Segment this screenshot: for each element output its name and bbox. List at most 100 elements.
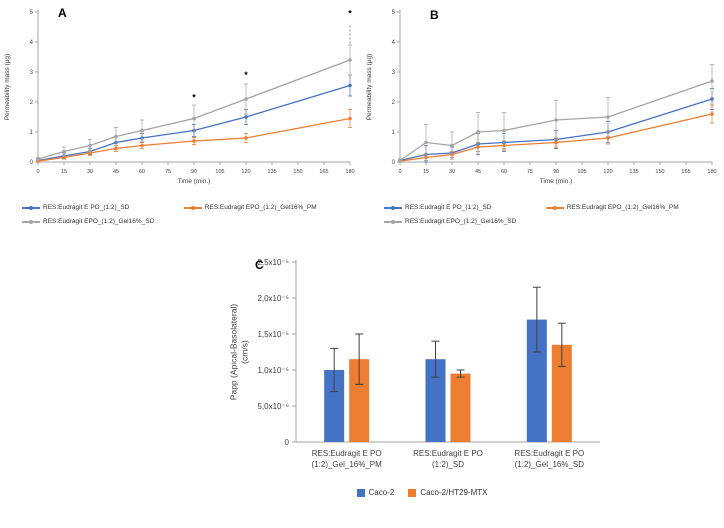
svg-text:0: 0 (392, 160, 396, 166)
svg-text:1,0x10⁻⁵: 1,0x10⁻⁵ (257, 366, 289, 375)
svg-text:0: 0 (398, 169, 401, 175)
significance-asterisk: * (244, 70, 248, 80)
svg-text:120: 120 (241, 169, 250, 175)
legend-label: RES:Eudragit E PO_(1:2)_SD (405, 204, 492, 211)
svg-text:135: 135 (267, 169, 276, 175)
category-label: (1:2)_SD (432, 460, 464, 469)
series-line-2 (37, 59, 351, 160)
legend-line-marker (22, 219, 40, 224)
legend-label: Caco-2/HT29-MTX (420, 488, 488, 497)
svg-text:180: 180 (345, 169, 354, 175)
legend-line-marker (183, 205, 202, 210)
legend-label: RES:Eudragit EPO_(1:2)_Gel16%_SD (43, 218, 155, 225)
category-label: RES:Eudragit E PO (312, 449, 382, 458)
svg-text:135: 135 (629, 169, 638, 175)
svg-text:75: 75 (527, 169, 533, 175)
svg-text:4: 4 (30, 40, 34, 46)
svg-text:5: 5 (30, 10, 34, 16)
svg-text:1: 1 (30, 130, 34, 136)
legend-swatch (408, 488, 417, 497)
svg-text:0: 0 (36, 169, 39, 175)
svg-text:150: 150 (655, 169, 664, 175)
legend-a: RES:Eudragit E PO_(1:2)_SD RES:Eudragit E… (0, 204, 352, 225)
svg-text:2,5x10⁻⁵: 2,5x10⁻⁵ (257, 258, 289, 267)
bar-chart-c: 0 5,0x10⁻⁶ 1,0x10⁻⁵ 1,5x10⁻⁵ 2,0x10⁻⁵ 2,5x10⁻… (229, 258, 600, 469)
bar (526, 319, 547, 442)
svg-text:0: 0 (30, 160, 34, 166)
svg-text:45: 45 (475, 169, 481, 175)
svg-text:3: 3 (30, 70, 34, 76)
category-label: (1:2)_Gel_16%_SD (515, 460, 585, 469)
panel-c: C 0 5,0x10⁻⁶ 1,0x10⁻⁵ 1,5x10⁻⁵ 2,0x10⁻⁵ 2,5x1… (0, 248, 724, 528)
category-label: (1:2)_Gel_16%_PM (312, 460, 383, 469)
legend-line-marker (22, 205, 40, 210)
legend-label: RES:Eudragit EPO_(1:2)_Gel16%_PM (566, 204, 679, 211)
svg-text:75: 75 (165, 169, 171, 175)
svg-text:90: 90 (553, 169, 559, 175)
legend-line-marker (384, 219, 402, 224)
x-axis-title: Time (min.) (178, 178, 211, 185)
legend-item: RES:Eudragit E PO_(1:2)_SD (384, 204, 546, 211)
bar (450, 373, 471, 442)
svg-text:165: 165 (681, 169, 690, 175)
svg-text:180: 180 (707, 169, 716, 175)
svg-text:30: 30 (87, 169, 93, 175)
top-row: A 0 1 2 3 4 5 0 15 30 45 60 75 90 105 120 135 150 165 180 T… (0, 0, 724, 248)
y-axis-title: Papp (Apical-Basolateral)(cm/s) (229, 304, 250, 401)
svg-text:2: 2 (30, 100, 34, 106)
svg-text:120: 120 (603, 169, 612, 175)
svg-text:30: 30 (449, 169, 455, 175)
svg-text:105: 105 (215, 169, 224, 175)
panel-b: B 0 1 2 3 4 5 0 15 30 45 60 75 90 105 120 135 150 165 180 T… (362, 0, 724, 248)
legend-label: RES:Eudragit EPO_(1:2)_Gel16%_SD (405, 218, 517, 225)
series-line-1 (37, 117, 351, 162)
significance-asterisk: * (348, 9, 352, 19)
panel-a-label: A (58, 6, 67, 20)
svg-text:4: 4 (392, 40, 396, 46)
legend-swatch (356, 488, 365, 497)
y-axis-title: Permeability mass (μg) (366, 54, 373, 121)
legend-label: Caco-2 (368, 488, 395, 497)
bar (324, 370, 345, 442)
svg-text:105: 105 (577, 169, 586, 175)
legend-item: Caco-2 (356, 488, 395, 497)
svg-text:2,0x10⁻⁵: 2,0x10⁻⁵ (257, 294, 289, 303)
svg-text:2: 2 (392, 100, 396, 106)
svg-text:1,5x10⁻⁵: 1,5x10⁻⁵ (257, 330, 289, 339)
svg-text:5,0x10⁻⁶: 5,0x10⁻⁶ (257, 402, 289, 411)
legend-label: RES:Eudragit E PO_(1:2)_SD (43, 204, 130, 211)
legend-item: RES:Eudragit EPO_(1:2)_Gel16%_PM (183, 204, 346, 211)
svg-text:1: 1 (392, 130, 396, 136)
svg-text:90: 90 (191, 169, 197, 175)
legend-item: RES:Eudragit EPO_(1:2)_Gel16%_PM (545, 204, 708, 211)
svg-text:45: 45 (113, 169, 119, 175)
series-line-1 (399, 113, 713, 162)
legend-item: RES:Eudragit EPO_(1:2)_Gel16%_SD (22, 218, 184, 225)
svg-text:150: 150 (293, 169, 302, 175)
legend-b: RES:Eudragit E PO_(1:2)_SD RES:Eudragit E… (362, 204, 714, 225)
series-line-0 (37, 84, 351, 162)
legend-line-marker (545, 205, 564, 210)
bar (551, 344, 572, 442)
panel-a: A 0 1 2 3 4 5 0 15 30 45 60 75 90 105 120 135 150 165 180 T… (0, 0, 362, 248)
significance-asterisk: * (192, 93, 196, 103)
x-axis-title: Time (min.) (540, 178, 573, 185)
series-line-2 (399, 80, 713, 162)
category-label: RES:Eudragit E PO (514, 449, 584, 458)
panel-c-label: C (255, 258, 264, 272)
svg-text:60: 60 (501, 169, 507, 175)
svg-text:60: 60 (139, 169, 145, 175)
svg-text:0: 0 (285, 438, 290, 447)
legend-item: RES:Eudragit E PO_(1:2)_SD (22, 204, 184, 211)
y-axis-title: Permeability mass (μg) (4, 54, 11, 121)
svg-text:3: 3 (392, 70, 396, 76)
bar (349, 359, 370, 442)
legend-item: Caco-2/HT29-MTX (408, 488, 487, 497)
series-line-0 (399, 98, 713, 162)
svg-text:15: 15 (61, 169, 67, 175)
svg-text:165: 165 (319, 169, 328, 175)
panel-b-label: B (430, 8, 439, 22)
